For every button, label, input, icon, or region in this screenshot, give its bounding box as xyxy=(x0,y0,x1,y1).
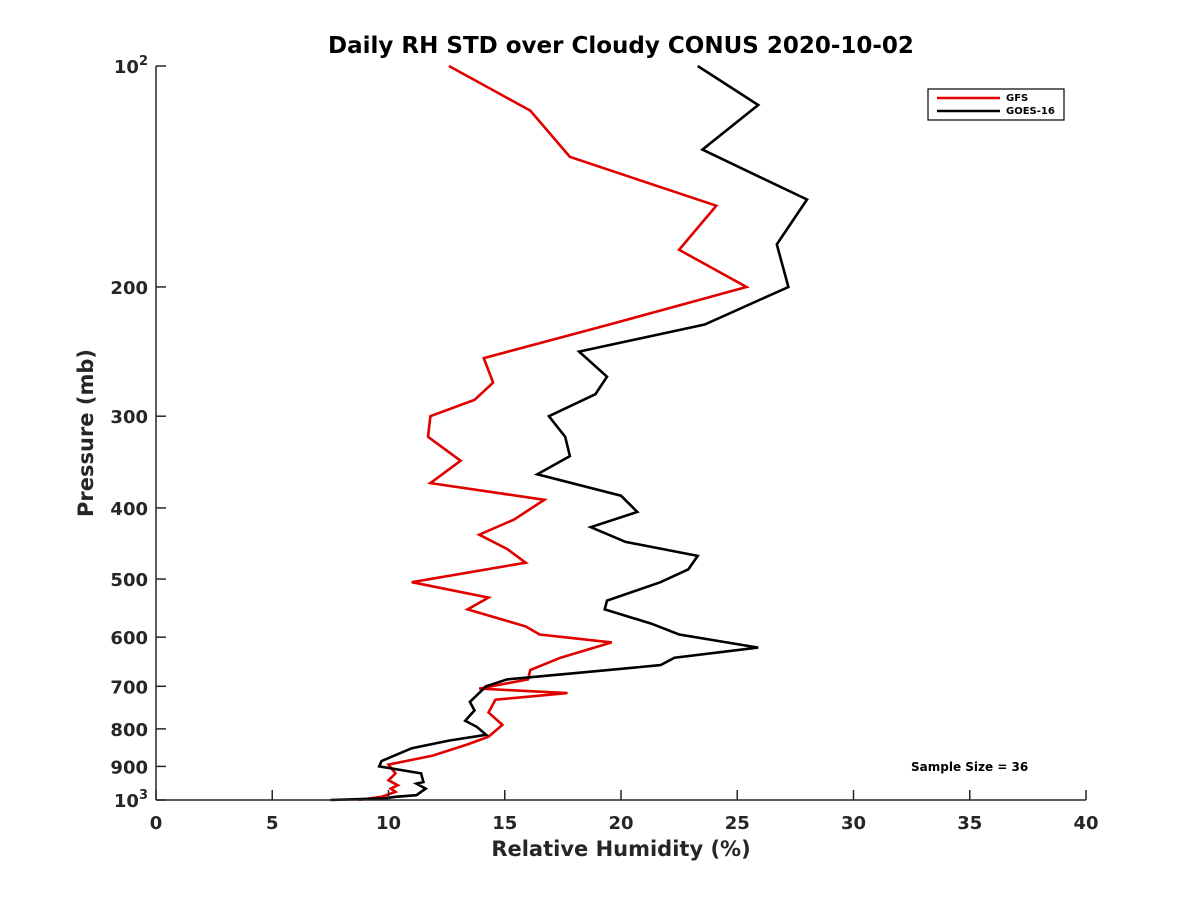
x-tick-label: 30 xyxy=(841,813,866,834)
x-tick-label: 40 xyxy=(1073,813,1098,834)
y-tick-label: 200 xyxy=(110,278,148,299)
series-line-gfs xyxy=(358,64,750,802)
y-tick-label: 500 xyxy=(110,570,148,591)
chart-title: Daily RH STD over Cloudy CONUS 2020-10-0… xyxy=(328,33,914,59)
x-tick-label: 0 xyxy=(150,813,163,834)
series-line-goes16 xyxy=(330,64,809,802)
legend: GFS GOES-16 xyxy=(927,88,1065,121)
x-axis-label: Relative Humidity (%) xyxy=(491,837,750,861)
series-layer xyxy=(330,64,809,802)
y-tick-exponent: 2 xyxy=(139,54,148,69)
y-axis-label: Pressure (mb) xyxy=(74,349,98,517)
legend-label-gfs: GFS xyxy=(1006,93,1028,104)
y-tick-label: 700 xyxy=(110,677,148,698)
y-tick-label: 103 xyxy=(114,788,148,812)
x-tick-label: 10 xyxy=(376,813,401,834)
x-tick-label: 25 xyxy=(725,813,750,834)
y-tick-label: 400 xyxy=(110,499,148,520)
y-tick-label: 900 xyxy=(110,757,148,778)
y-tick-label: 300 xyxy=(110,407,148,428)
y-tick-base: 10 xyxy=(114,791,139,812)
y-tick-label: 102 xyxy=(114,54,148,78)
legend-label-goes16: GOES-16 xyxy=(1006,106,1055,117)
sample-size-annotation: Sample Size = 36 xyxy=(911,760,1028,774)
y-tick-exponent: 3 xyxy=(139,788,148,803)
y-tick-label: 600 xyxy=(110,628,148,649)
y-tick-base: 10 xyxy=(114,57,139,78)
x-tick-label: 5 xyxy=(266,813,279,834)
x-tick-label: 20 xyxy=(608,813,633,834)
x-tick-label: 35 xyxy=(957,813,982,834)
x-tick-label: 15 xyxy=(492,813,517,834)
legend-box xyxy=(927,88,1065,121)
y-tick-label: 800 xyxy=(110,720,148,741)
x-ticks: 0 5 10 15 20 25 30 35 40 xyxy=(150,790,1099,834)
